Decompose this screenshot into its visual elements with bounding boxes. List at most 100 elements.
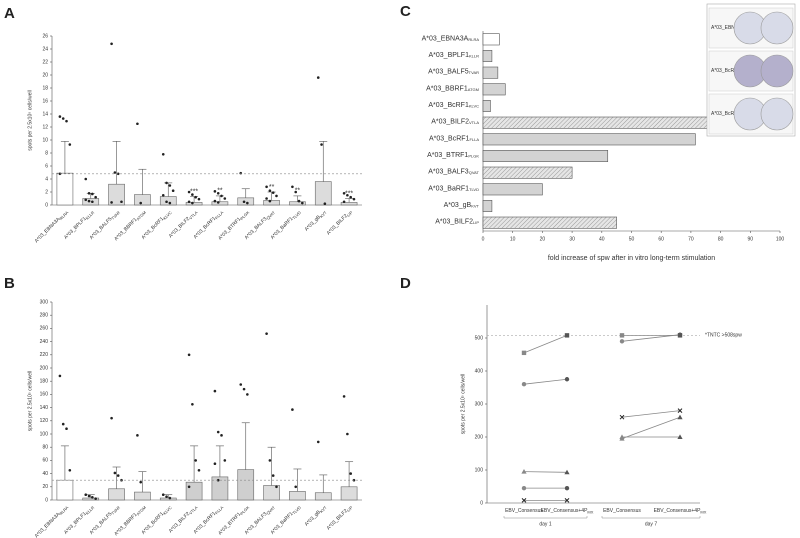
data-point xyxy=(342,192,346,195)
y-tick-label: 16 xyxy=(42,98,48,104)
x-tick-label: EBV_Consensus+4PMX xyxy=(541,508,594,514)
panel-letter: C xyxy=(400,3,411,20)
bar xyxy=(108,488,125,501)
data-point xyxy=(294,190,298,194)
data-point xyxy=(265,185,268,189)
data-point xyxy=(65,119,68,123)
series-line xyxy=(621,334,681,342)
significance: *** xyxy=(345,190,353,197)
label-name: A*03_EBNA3A xyxy=(711,25,745,31)
label-subscript: KVT xyxy=(319,505,328,514)
label-name: A*03_BILF2 xyxy=(326,213,349,236)
significance: *** xyxy=(190,188,198,195)
data-point xyxy=(268,459,272,462)
data-point xyxy=(110,201,113,204)
data-point xyxy=(316,440,320,444)
data-point xyxy=(61,422,65,426)
x-tick-label: A*03_EBNA3ARLRA xyxy=(34,209,70,245)
y-tick-label: A*03_gBKVT xyxy=(444,202,480,209)
bar xyxy=(185,481,203,501)
x-tick-label: EBV_Consensus xyxy=(505,508,543,514)
data-point xyxy=(197,197,201,201)
label-name: A*03_BALF5 xyxy=(89,511,114,536)
data-point xyxy=(197,469,201,472)
bar xyxy=(159,196,177,206)
y-tick-label: 8 xyxy=(45,150,48,156)
data-point xyxy=(316,76,320,79)
label-name: A*03_BcRF1 xyxy=(193,511,218,536)
marker xyxy=(619,333,625,338)
label-name: A*03_BALF3 xyxy=(244,216,269,241)
marker xyxy=(521,485,527,491)
bar xyxy=(159,497,177,501)
data-point xyxy=(223,459,227,462)
label-name: A*03_BILF2 xyxy=(435,219,473,226)
label-subscript: TLVD xyxy=(291,505,302,516)
x-tick-label: 70 xyxy=(688,236,694,242)
bar xyxy=(134,194,151,206)
series-line xyxy=(523,334,568,354)
group-bracket xyxy=(503,516,588,519)
y-tick-label: 2 xyxy=(45,189,48,195)
label-name: A*03_BPLF1 xyxy=(63,511,88,536)
label-subscript: VTLA xyxy=(469,120,479,125)
label-name: A*03_EBNA3A xyxy=(34,511,62,538)
data-point xyxy=(161,193,165,197)
y-tick-label: A*03_BcRF1KLVC xyxy=(428,102,479,109)
bar xyxy=(482,100,491,112)
x-tick-label: 30 xyxy=(569,236,575,242)
x-tick-label: 40 xyxy=(599,236,605,242)
marker xyxy=(564,333,570,338)
bar xyxy=(482,150,609,162)
y-tick-label: A*03_BBRF1ATGM xyxy=(426,85,479,92)
data-point xyxy=(165,495,168,499)
label-subscript: KVT xyxy=(471,204,479,209)
data-point xyxy=(320,143,323,146)
label-subscript: MX xyxy=(587,510,593,515)
data-point xyxy=(220,194,223,198)
data-point xyxy=(113,171,117,174)
y-tick-label: 6 xyxy=(45,163,48,169)
marker xyxy=(619,434,625,439)
data-point xyxy=(301,201,304,205)
label-name: A*03_BTRF1 xyxy=(427,152,468,159)
data-point xyxy=(271,191,275,194)
x-tick-label: A*03_gBKVT xyxy=(304,209,328,233)
marker xyxy=(619,339,625,344)
y-tick-label: 220 xyxy=(40,352,49,358)
data-point xyxy=(58,115,62,118)
x-tick-label: 60 xyxy=(658,236,664,242)
y-axis-label: spots per 2.5x10⁵ cells/well xyxy=(27,90,33,150)
label-subscript: KLVC xyxy=(469,104,479,109)
x-tick-label: EBV_Consensus xyxy=(603,508,641,514)
label-name: A*03_BTRF1 xyxy=(217,512,242,537)
data-point xyxy=(68,469,72,472)
label-name: A*03_EBNA3A xyxy=(34,216,62,244)
marker xyxy=(677,332,683,337)
data-point xyxy=(87,494,91,498)
label-name: A*03_gB xyxy=(444,202,472,209)
bar xyxy=(314,492,332,501)
y-tick-label: 40 xyxy=(42,471,48,477)
y-tick-label: 160 xyxy=(40,392,49,398)
bar xyxy=(237,469,255,501)
label-name: A*03_BTRF1 xyxy=(217,217,242,242)
y-tick-label: 300 xyxy=(40,299,49,305)
y-tick-label: 26 xyxy=(42,33,48,39)
data-point xyxy=(239,383,243,386)
label-name: A*03_EBNA3A xyxy=(422,35,469,42)
data-point xyxy=(165,200,168,204)
bar xyxy=(482,133,696,146)
y-tick-label: 280 xyxy=(40,313,49,319)
y-tick-label: 400 xyxy=(475,368,484,374)
label-subscript: RLRA xyxy=(58,505,69,516)
label-subscript: KLLR xyxy=(469,54,479,59)
y-tick-label: 200 xyxy=(475,434,484,440)
data-point xyxy=(110,416,113,420)
y-axis-label: spots per 2.5x10⁵ cells/well xyxy=(460,374,466,434)
y-tick-label: A*03_BALF5TVAR xyxy=(428,69,479,76)
y-tick-label: 80 xyxy=(42,445,48,451)
data-point xyxy=(168,184,172,187)
data-point xyxy=(87,199,91,203)
data-point xyxy=(58,374,62,378)
